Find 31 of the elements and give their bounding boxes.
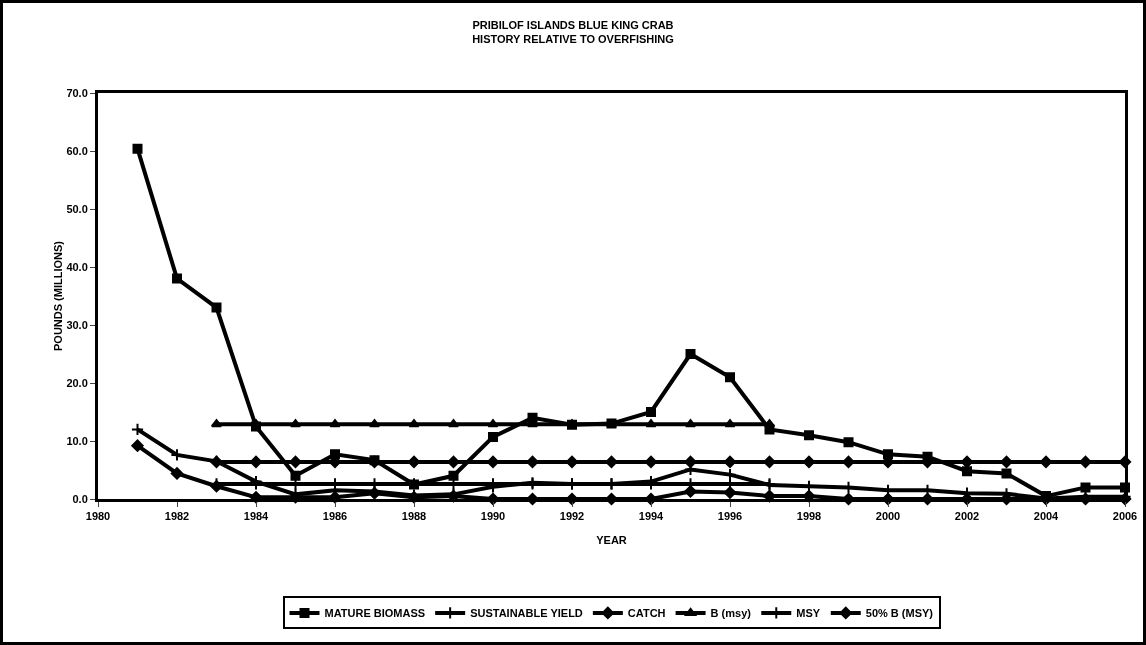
x-tick-label: 1996 (717, 510, 743, 523)
y-tick-label: 70.0 (66, 86, 88, 99)
y-tick-label: 50.0 (66, 202, 88, 215)
chart-title: PRIBILOF ISLANDS BLUE KING CRAB HISTORY RELATIVE TO OVERFISHING (472, 18, 674, 45)
y-tick-label: 0.0 (72, 492, 88, 505)
x-tick-label: 1990 (480, 510, 506, 523)
x-tick-label: 1986 (322, 510, 348, 523)
y-axis-title: POUNDS (MILLIONS) (52, 240, 65, 351)
x-tick-label: 1998 (796, 510, 822, 523)
x-tick-label: 1984 (243, 510, 270, 523)
legend-label: CATCH (627, 607, 666, 620)
y-tick-label: 10.0 (66, 434, 88, 447)
y-tick-label: 60.0 (66, 144, 88, 157)
y-tick-label: 40.0 (66, 260, 88, 273)
x-tick-label: 1980 (85, 510, 111, 523)
x-tick-label: 2006 (1112, 510, 1138, 523)
x-tick-label: 1994 (638, 510, 665, 523)
x-tick-label: 1992 (559, 510, 585, 523)
x-tick-label: 1982 (164, 510, 190, 523)
legend-label: B (msy) (710, 607, 752, 620)
legend-label: MATURE BIOMASS (324, 607, 426, 620)
legend-label: SUSTAINABLE YIELD (470, 607, 583, 620)
x-tick-label: 2000 (875, 510, 901, 523)
x-tick-label: 2002 (954, 510, 980, 523)
x-tick-label: 2004 (1033, 510, 1060, 523)
legend-label: 50% B (MSY) (865, 607, 934, 620)
y-tick-label: 20.0 (66, 376, 88, 389)
x-axis-title: YEAR (596, 534, 627, 546)
legend-label: MSY (796, 607, 821, 620)
x-tick-label: 1988 (401, 510, 427, 523)
y-tick-label: 30.0 (66, 318, 88, 331)
